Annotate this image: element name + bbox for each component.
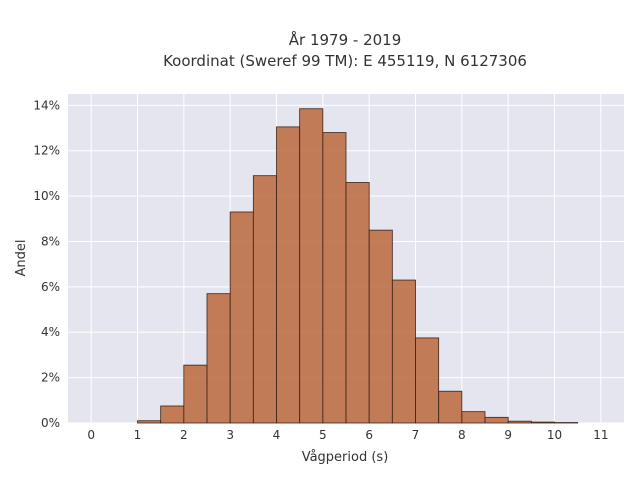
x-tick-labels: 0 1 2 3 4 5 6 7 8 9 10 11 [87,428,608,442]
chart-title-line-2: Koordinat (Sweref 99 TM): E 455119, N 61… [163,52,527,70]
histogram-bar [299,108,324,424]
x-tick-label: 10 [547,428,562,442]
y-tick-labels: 0% 2% 4% 6% 8% 10% 12% 14% [33,98,60,430]
x-axis-title: Vågperiod (s) [302,450,389,465]
histogram-bar [345,182,370,424]
chart-title-line-1: År 1979 - 2019 [289,30,402,49]
histogram-bar [276,126,301,424]
y-tick-label: 12% [33,144,60,158]
histogram-bar [252,175,277,424]
x-tick-label: 0 [87,428,95,442]
y-tick-label: 14% [33,98,60,112]
x-tick-label: 7 [412,428,420,442]
histogram-bar [368,229,393,424]
x-tick-label: 2 [180,428,188,442]
histogram-bar [461,411,486,424]
y-tick-label: 6% [41,280,60,294]
histogram-bar [530,421,555,424]
x-tick-label: 6 [365,428,373,442]
y-tick-label: 2% [41,371,60,385]
histogram-bars [137,108,579,424]
x-tick-label: 5 [319,428,327,442]
histogram-bar [229,211,254,424]
histogram-bar [137,420,162,424]
x-tick-label: 11 [593,428,608,442]
x-tick-label: 1 [134,428,142,442]
x-tick-label: 9 [504,428,512,442]
histogram-bar [322,132,347,424]
y-tick-label: 0% [41,416,60,430]
histogram-bar [206,293,231,424]
x-tick-label: 8 [458,428,466,442]
y-axis-title: Andel [14,240,29,277]
y-tick-label: 10% [33,189,60,203]
histogram-bar [415,337,440,424]
histogram-bar [391,279,416,424]
x-tick-label: 3 [226,428,234,442]
y-tick-label: 4% [41,325,60,339]
histogram-bar [183,364,208,424]
histogram-bar [507,420,532,424]
histogram-bar [438,390,463,424]
histogram-bar [160,405,185,424]
x-tick-label: 4 [273,428,281,442]
y-tick-label: 8% [41,234,60,248]
histogram-bar [484,416,509,424]
